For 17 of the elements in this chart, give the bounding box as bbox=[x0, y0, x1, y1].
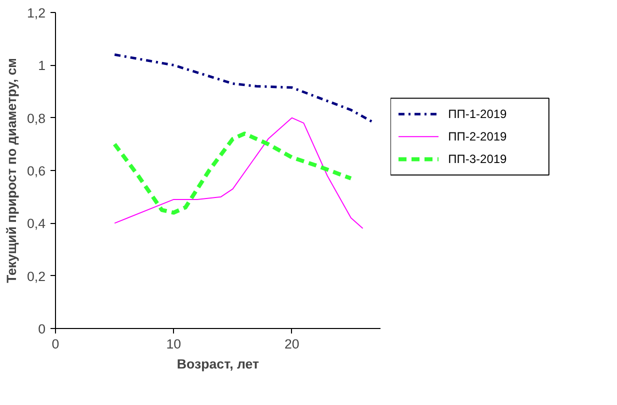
x-tick-label: 10 bbox=[166, 336, 182, 352]
legend-label: ПП-3-2019 bbox=[448, 152, 508, 166]
y-tick-label: 0 bbox=[38, 322, 46, 336]
y-tick-label: 0,4 bbox=[26, 216, 46, 232]
line-series bbox=[112, 132, 353, 215]
x-tick-label: 20 bbox=[284, 336, 300, 352]
y-tick-label: 0,2 bbox=[26, 268, 46, 284]
legend-label: ПП-2-2019 bbox=[448, 130, 508, 144]
y-tick-label: 0,6 bbox=[26, 164, 46, 178]
legend-label: ПП-1-2019 bbox=[448, 107, 508, 122]
y-tick-label: 1 bbox=[38, 58, 46, 74]
x-tick-label: 0 bbox=[52, 336, 60, 352]
line-series bbox=[114, 117, 364, 229]
x-axis-title: Возраст, лет bbox=[176, 356, 260, 372]
y-tick-label: 1,2 bbox=[26, 6, 46, 20]
y-tick-label: 0,8 bbox=[26, 110, 46, 126]
y-axis-title: Текущий прирост по диаметру, см bbox=[4, 58, 19, 284]
